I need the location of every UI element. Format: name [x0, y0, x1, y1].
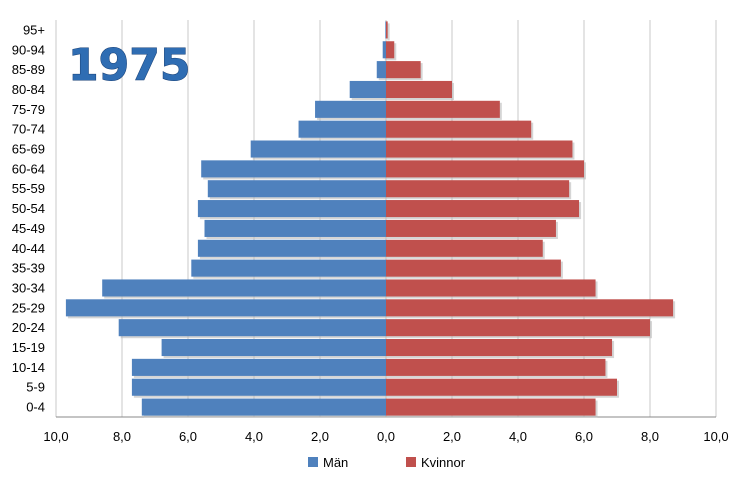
y-tick-label: 20-24	[12, 320, 45, 335]
bar-man-95+	[385, 21, 386, 39]
bar-man-30-34	[102, 279, 386, 297]
bar-kvinnor-60-64	[386, 160, 584, 178]
bar-kvinnor-25-29	[386, 299, 674, 317]
x-tick-label: 8,0	[113, 429, 131, 444]
bar-man-40-44	[197, 239, 386, 257]
x-tick-label: 6,0	[179, 429, 197, 444]
bar-kvinnor-90-94	[386, 41, 395, 59]
bar-shadow	[388, 23, 390, 41]
y-tick-label: 55-59	[12, 181, 45, 196]
bar-man-90-94	[382, 41, 386, 59]
bar-man-65-69	[250, 140, 386, 158]
bar-shadow	[387, 23, 388, 41]
y-tick-label: 15-19	[12, 340, 45, 355]
bar-man-25-29	[65, 299, 387, 317]
y-tick-label: 90-94	[12, 42, 45, 57]
bar-kvinnor-85-89	[386, 61, 421, 79]
bar-man-15-19	[161, 338, 386, 357]
x-tick-label: 2,0	[311, 429, 329, 444]
legend-swatch-man	[308, 457, 318, 467]
legend-swatch-kvinnor	[406, 457, 416, 467]
y-tick-label: 0-4	[26, 400, 45, 415]
bar-kvinnor-45-49	[386, 219, 556, 237]
bar-kvinnor-70-74	[386, 120, 532, 138]
bar-man-55-59	[207, 180, 386, 198]
chart-title: 1975	[68, 40, 190, 91]
bar-man-85-89	[376, 61, 386, 79]
y-tick-label: 50-54	[12, 201, 45, 216]
y-tick-label: 30-34	[12, 280, 45, 295]
y-tick-label: 35-39	[12, 261, 45, 276]
bar-man-0-4	[141, 398, 386, 416]
bar-kvinnor-35-39	[386, 259, 561, 277]
bar-kvinnor-5-9	[386, 378, 617, 396]
bar-man-60-64	[201, 160, 386, 178]
x-tick-label: 0,0	[377, 429, 395, 444]
y-tick-label: 45-49	[12, 221, 45, 236]
bar-kvinnor-80-84	[386, 80, 452, 99]
x-tick-label: 10,0	[43, 429, 68, 444]
y-tick-label: 25-29	[12, 300, 45, 315]
x-tick-label: 4,0	[245, 429, 263, 444]
y-tick-label: 85-89	[12, 62, 45, 77]
y-tick-label: 60-64	[12, 161, 45, 176]
bar-kvinnor-15-19	[386, 338, 613, 357]
bar-man-35-39	[191, 259, 386, 277]
bar-kvinnor-95+	[386, 21, 388, 39]
bar-man-5-9	[131, 378, 386, 396]
bar-man-45-49	[204, 219, 386, 237]
x-tick-label: 6,0	[575, 429, 593, 444]
bar-man-70-74	[298, 120, 386, 138]
y-tick-label: 80-84	[12, 82, 45, 97]
legend: Män Kvinnor	[308, 455, 466, 470]
y-tick-label: 10-14	[12, 360, 45, 375]
y-tick-label: 70-74	[12, 122, 45, 137]
x-axis-labels: 10,0 8,0 6,0 4,0 2,0 0,0 2,0 4,0 6,0 8,0 10,0	[43, 429, 728, 444]
y-tick-label: 40-44	[12, 241, 45, 256]
y-tick-label: 65-69	[12, 142, 45, 157]
bar-kvinnor-40-44	[386, 239, 543, 257]
y-tick-label: 95+	[23, 22, 45, 37]
y-tick-label: 75-79	[12, 102, 45, 117]
y-axis-labels: 0-4 5-9 10-14 15-19 20-24 25-29 30-34 35-39 40-4…	[12, 22, 45, 414]
bar-kvinnor-0-4	[386, 398, 596, 416]
bar-man-10-14	[131, 358, 386, 376]
bars	[65, 21, 676, 418]
x-tick-label: 2,0	[443, 429, 461, 444]
y-tick-label: 5-9	[26, 380, 45, 395]
x-tick-label: 10,0	[703, 429, 728, 444]
bar-man-50-54	[197, 200, 386, 218]
bar-kvinnor-10-14	[386, 358, 606, 376]
legend-label-man: Män	[323, 455, 348, 470]
bar-kvinnor-50-54	[386, 200, 580, 218]
bar-man-80-84	[349, 80, 386, 99]
x-tick-label: 8,0	[641, 429, 659, 444]
bar-kvinnor-55-59	[386, 180, 570, 198]
legend-label-kvinnor: Kvinnor	[421, 455, 466, 470]
bar-kvinnor-30-34	[386, 279, 596, 297]
bar-man-75-79	[315, 100, 386, 118]
bar-kvinnor-20-24	[386, 319, 650, 337]
bar-kvinnor-65-69	[386, 140, 573, 158]
bar-man-20-24	[118, 319, 386, 337]
x-tick-label: 4,0	[509, 429, 527, 444]
bar-kvinnor-75-79	[386, 100, 500, 118]
